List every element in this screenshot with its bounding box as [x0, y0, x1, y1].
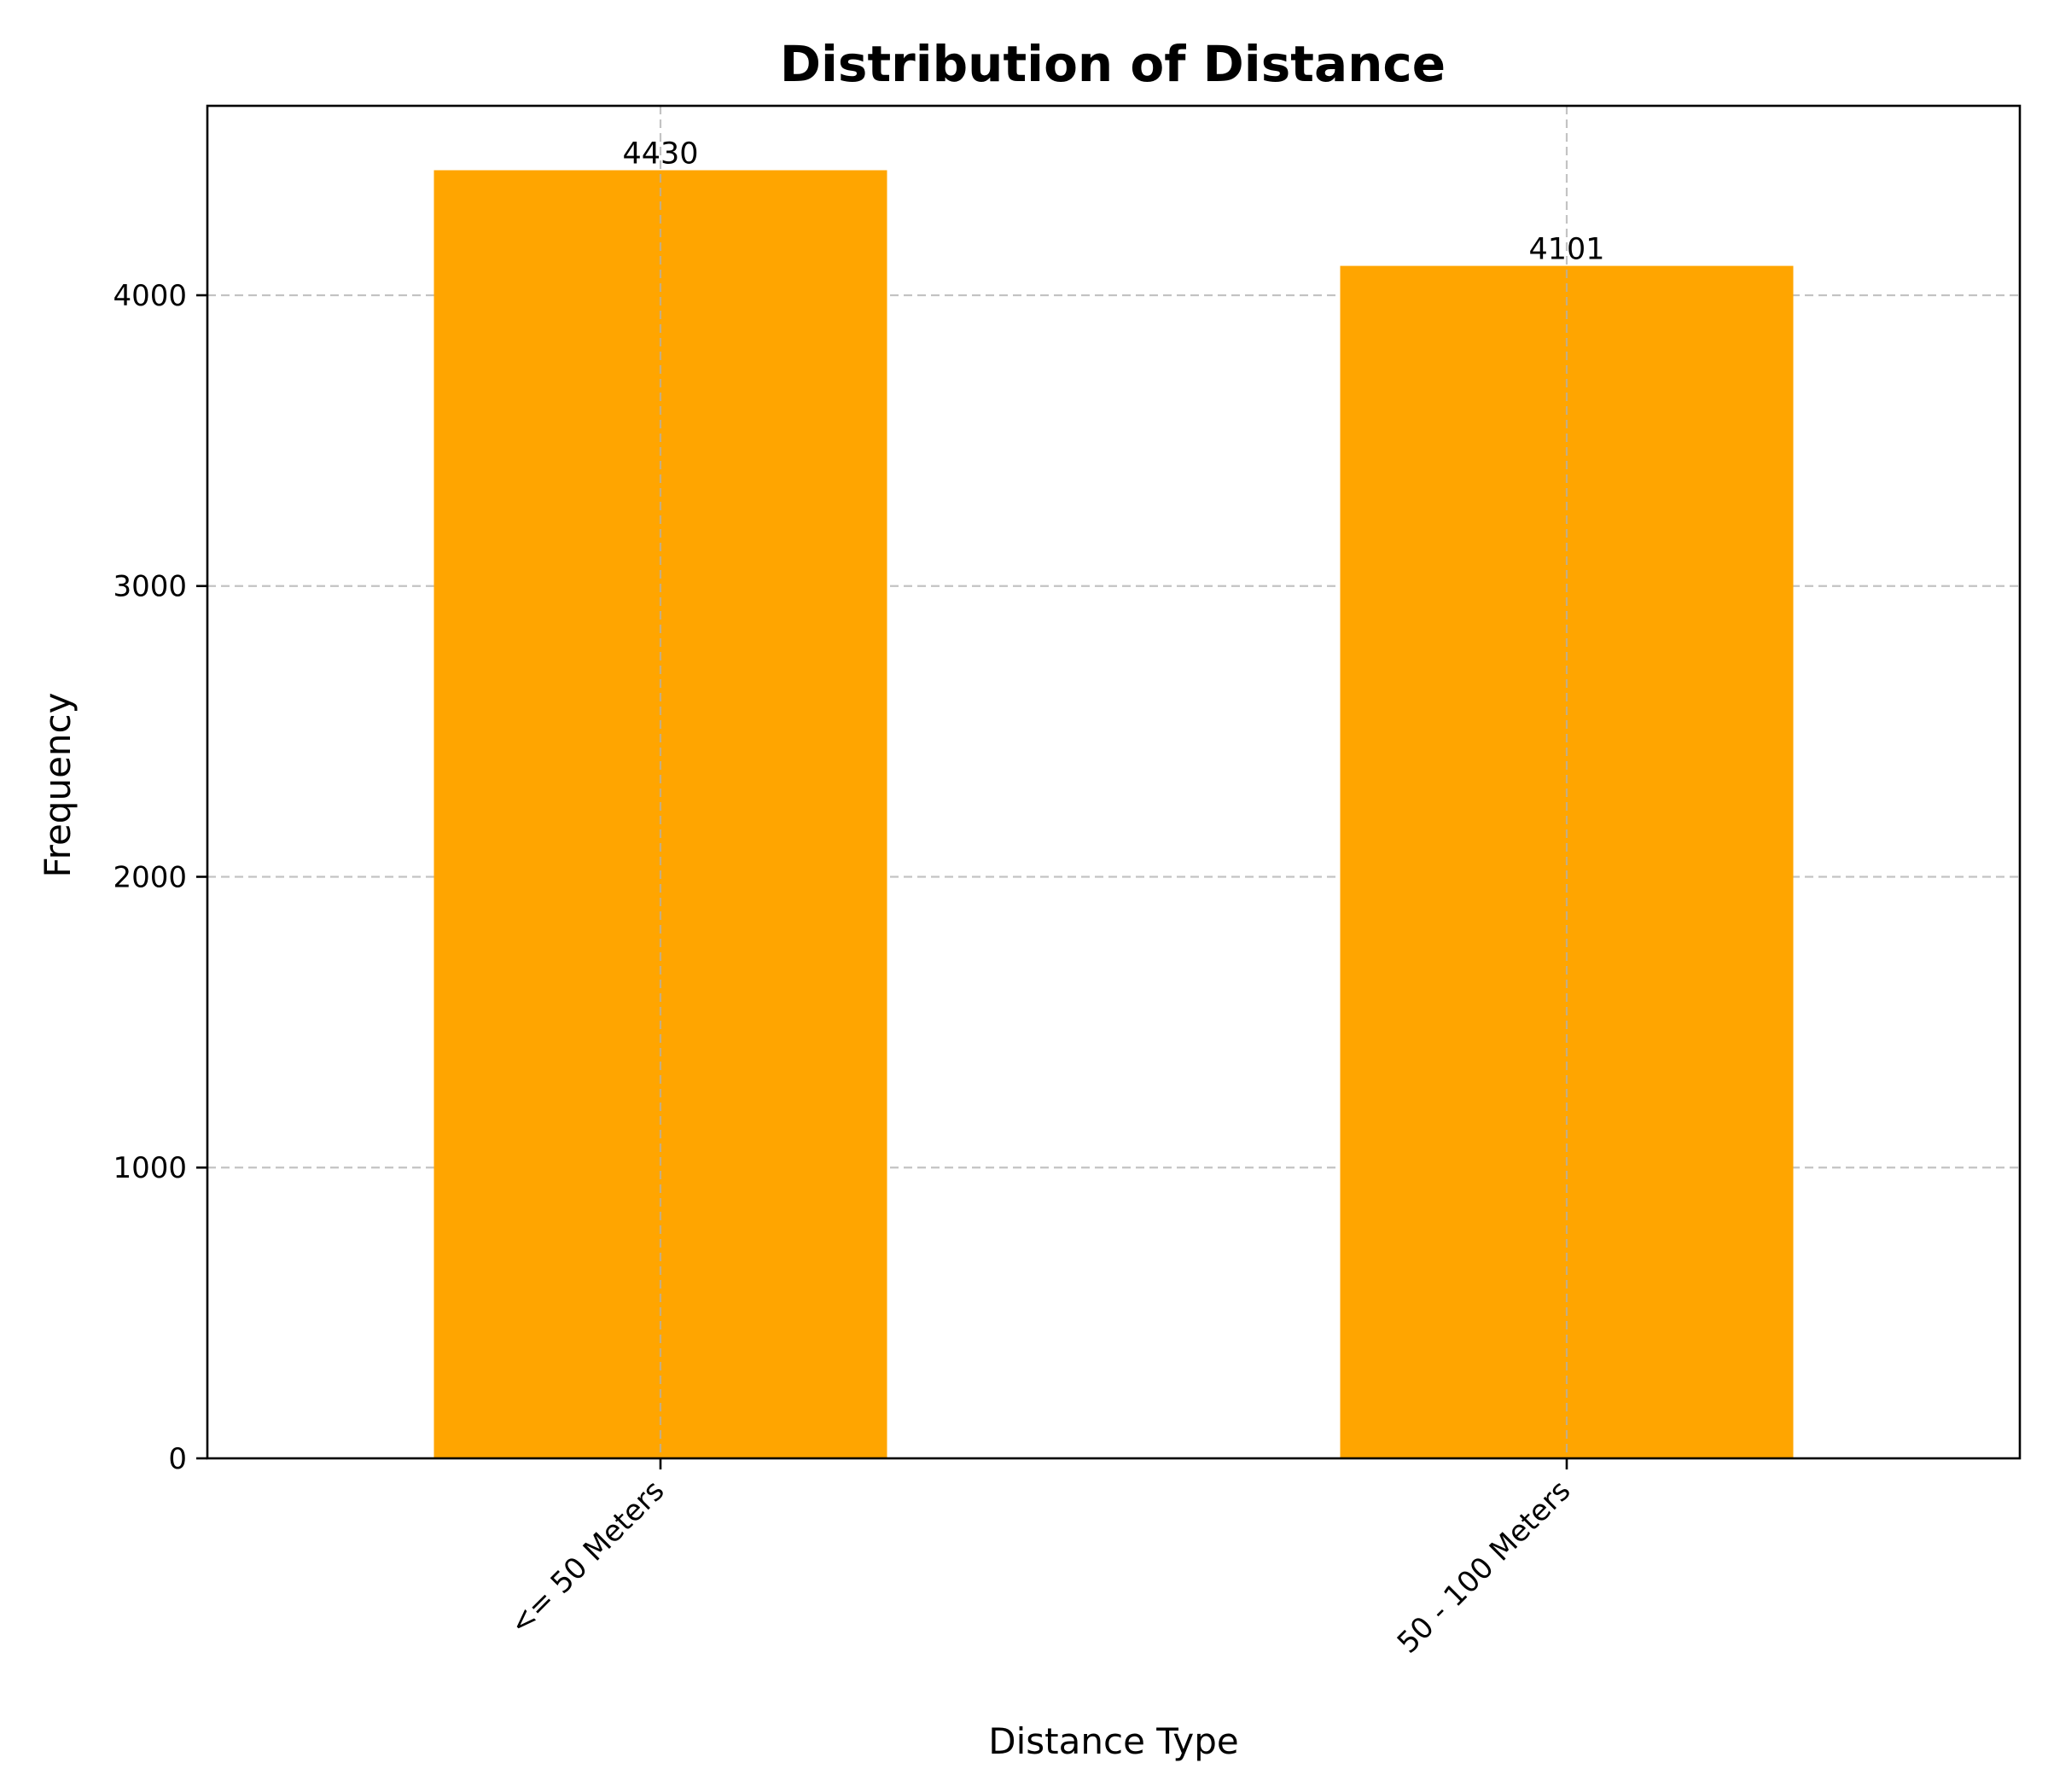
y-tick-label: 2000: [113, 860, 187, 894]
y-tick-label: 0: [168, 1442, 187, 1476]
chart-title: Distribution of Distance: [780, 35, 1446, 93]
bar-value-label: 4101: [1528, 233, 1604, 267]
bar: [433, 170, 887, 1458]
y-tick-label: 4000: [113, 279, 187, 313]
y-tick-label: 1000: [113, 1151, 187, 1185]
plot-area-frame: [206, 104, 2022, 1460]
x-axis-label: Distance Type: [988, 1720, 1238, 1762]
y-axis: 0 1000 2000 3000 4000: [113, 279, 207, 1476]
x-grid-layer: [659, 106, 1568, 1458]
y-tick-label: 3000: [113, 570, 187, 604]
y-axis-label: Frequency: [37, 693, 79, 878]
bar-value-label: 4430: [622, 137, 698, 171]
data-label-layer: 4430 4101: [622, 137, 1604, 266]
